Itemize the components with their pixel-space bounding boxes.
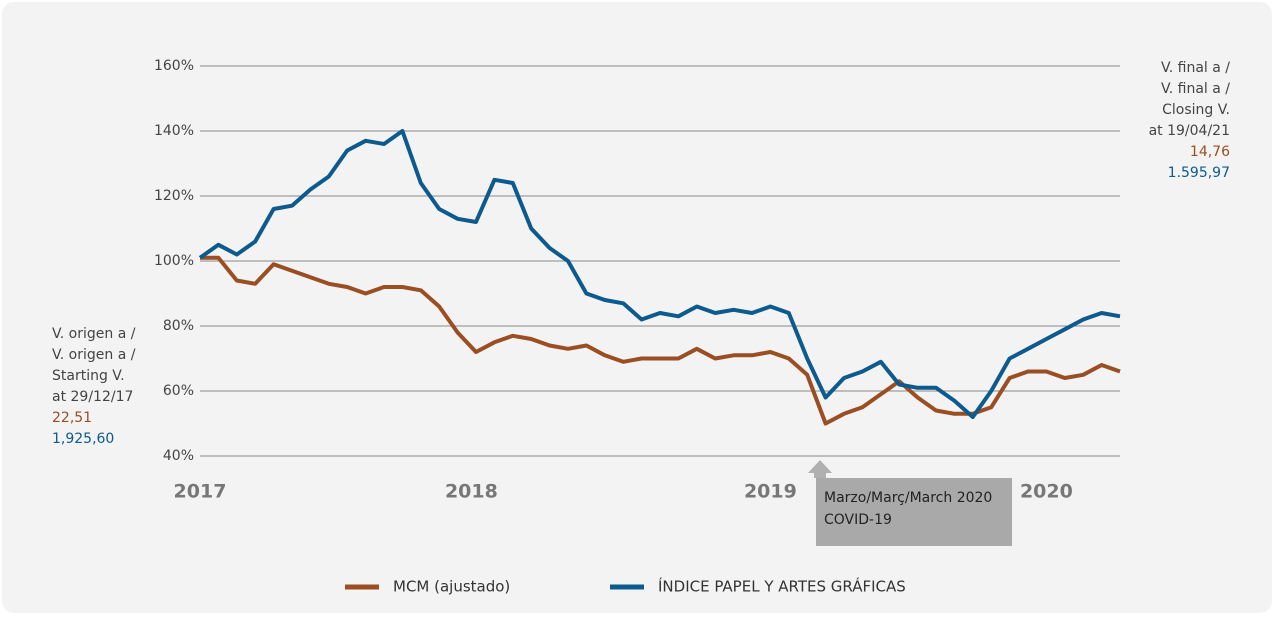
x-tick-label: 2018 bbox=[445, 481, 498, 503]
annotation-text: Marzo/Març/March 2020 bbox=[824, 490, 992, 506]
y-tick-label: 160% bbox=[154, 58, 194, 74]
y-tick-label: 60% bbox=[163, 383, 194, 399]
y-tick-label: 40% bbox=[163, 448, 194, 464]
y-tick-label: 80% bbox=[163, 318, 194, 334]
y-tick-label: 140% bbox=[154, 123, 194, 139]
legend-label: ÍNDICE PAPEL Y ARTES GRÁFICAS bbox=[658, 577, 906, 596]
legend-label: MCM (ajustado) bbox=[393, 578, 510, 596]
annotation-text: COVID-19 bbox=[824, 512, 892, 528]
note-line: V. origen a / bbox=[52, 326, 136, 342]
note-line: V. final a / bbox=[1161, 60, 1230, 76]
series-line bbox=[198, 129, 1121, 419]
annotation-box bbox=[816, 478, 1012, 546]
y-tick-label: 100% bbox=[154, 253, 194, 269]
note-line: V. origen a / bbox=[52, 347, 136, 363]
note-value: 22,51 bbox=[52, 410, 92, 426]
note-line: Closing V. bbox=[1162, 102, 1230, 118]
note-line: at 29/12/17 bbox=[52, 389, 133, 405]
y-tick-label: 120% bbox=[154, 188, 194, 204]
note-line: V. final a / bbox=[1161, 81, 1230, 97]
x-tick-label: 2019 bbox=[744, 481, 797, 503]
note-line: Starting V. bbox=[52, 368, 125, 384]
arrow bbox=[808, 460, 832, 478]
x-tick-label: 2020 bbox=[1020, 481, 1073, 503]
x-tick-label: 2017 bbox=[174, 481, 227, 503]
note-value: 1.595,97 bbox=[1168, 165, 1230, 181]
note-line: at 19/04/21 bbox=[1149, 123, 1230, 139]
note-value: 14,76 bbox=[1190, 144, 1230, 160]
note-value: 1,925,60 bbox=[52, 431, 114, 447]
